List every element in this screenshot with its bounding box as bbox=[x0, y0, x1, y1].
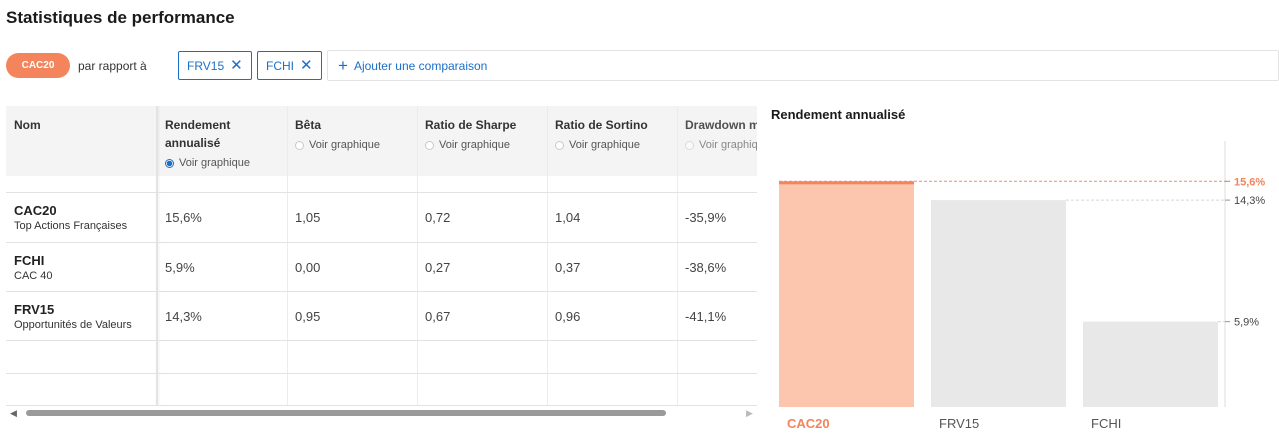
radio-label: Voir graphique bbox=[439, 139, 510, 151]
bar bbox=[779, 181, 914, 407]
table-cell: -41,1% bbox=[685, 309, 727, 324]
chart-title: Rendement annualisé bbox=[771, 107, 906, 122]
compare-chip-frv15: FRV15 ✕ bbox=[178, 51, 252, 80]
fund-name-cell: FRV15 Opportunités de Valeurs bbox=[6, 292, 156, 341]
table-cell: 15,6% bbox=[165, 210, 202, 225]
column-header-beta: Bêta Voir graphique bbox=[287, 106, 417, 176]
table-cell: 0,27 bbox=[425, 260, 451, 275]
fund-description: Top Actions Françaises bbox=[14, 220, 128, 232]
table-cell: 1,04 bbox=[555, 210, 581, 225]
close-icon[interactable]: ✕ bbox=[230, 57, 243, 74]
column-header-label: Nom bbox=[14, 118, 41, 132]
radio-empty-icon bbox=[295, 140, 304, 150]
plus-icon: + bbox=[338, 55, 348, 75]
fund-code: CAC20 bbox=[14, 203, 57, 218]
table-cell: 0,37 bbox=[555, 260, 581, 275]
column-header-name: Nom bbox=[6, 106, 156, 176]
column-header-drawdown: Drawdown max Voir graphique bbox=[677, 106, 757, 176]
column-divider bbox=[287, 106, 288, 406]
add-comparison-label: Ajouter une comparaison bbox=[353, 58, 488, 73]
scrollbar-thumb[interactable] bbox=[26, 410, 666, 416]
bar-top-accent bbox=[779, 181, 914, 185]
horizontal-scrollbar[interactable]: ◀ ▶ bbox=[6, 406, 757, 420]
column-divider bbox=[677, 106, 678, 406]
radio-label: Voir graphique bbox=[179, 157, 250, 169]
frozen-column-divider bbox=[156, 106, 158, 406]
view-chart-radio-sharpe[interactable]: Voir graphique bbox=[425, 136, 539, 154]
table-cell: 0,95 bbox=[295, 309, 321, 324]
value-label: 15,6% bbox=[1234, 176, 1265, 188]
row-divider bbox=[6, 373, 757, 374]
table-row[interactable]: FCHI CAC 40 5,9% 0,00 0,27 0,37 -38,6% bbox=[6, 242, 757, 291]
compare-chip-label: FCHI bbox=[266, 58, 294, 73]
radio-label: Voir graphique bbox=[309, 139, 380, 151]
table-row[interactable]: FRV15 Opportunités de Valeurs 14,3% 0,95… bbox=[6, 291, 757, 340]
column-divider bbox=[417, 106, 418, 406]
fund-name-cell: FCHI CAC 40 bbox=[6, 243, 156, 292]
table-cell: -38,6% bbox=[685, 260, 727, 275]
bar bbox=[931, 200, 1066, 407]
scroll-left-icon[interactable]: ◀ bbox=[10, 408, 17, 418]
table-header: Nom Rendement annualisé Voir graphique B… bbox=[6, 106, 757, 176]
radio-label: Voir graphique bbox=[699, 139, 757, 151]
view-chart-radio-sortino[interactable]: Voir graphique bbox=[555, 136, 669, 154]
compare-chip-label: FRV15 bbox=[187, 58, 225, 73]
view-chart-radio-drawdown[interactable]: Voir graphique bbox=[685, 136, 757, 154]
fund-code: FRV15 bbox=[14, 302, 55, 317]
table-row[interactable]: CAC20 Top Actions Françaises 15,6% 1,05 … bbox=[6, 192, 757, 241]
radio-label: Voir graphique bbox=[569, 139, 640, 151]
versus-label: par rapport à bbox=[78, 59, 147, 73]
column-header-label: Bêta bbox=[295, 118, 322, 132]
column-header-label: Drawdown max bbox=[685, 118, 757, 132]
view-chart-radio-beta[interactable]: Voir graphique bbox=[295, 136, 409, 154]
page-title: Statistiques de performance bbox=[6, 8, 235, 27]
statistics-table: Nom Rendement annualisé Voir graphique B… bbox=[6, 106, 757, 406]
fund-description: CAC 40 bbox=[14, 270, 53, 282]
view-chart-radio-return[interactable]: Voir graphique bbox=[165, 154, 279, 172]
scroll-right-icon[interactable]: ▶ bbox=[746, 408, 753, 418]
table-cell: 0,72 bbox=[425, 210, 451, 225]
radio-empty-icon bbox=[555, 140, 564, 150]
value-label: 5,9% bbox=[1234, 317, 1259, 329]
column-header-sharpe: Ratio de Sharpe Voir graphique bbox=[417, 106, 547, 176]
category-label: FCHI bbox=[1091, 416, 1121, 431]
main-fund-chip[interactable]: CAC20 bbox=[6, 53, 70, 78]
fund-name-cell: CAC20 Top Actions Françaises bbox=[6, 193, 156, 242]
table-cell: 0,00 bbox=[295, 260, 321, 275]
radio-selected-icon bbox=[165, 158, 174, 168]
radio-empty-icon bbox=[425, 140, 434, 150]
table-cell: 14,3% bbox=[165, 309, 202, 324]
column-divider bbox=[547, 106, 548, 406]
fund-description: Opportunités de Valeurs bbox=[14, 319, 132, 331]
fund-code: FCHI bbox=[14, 253, 45, 268]
column-header-label: Rendement annualisé bbox=[165, 118, 231, 150]
table-cell: 0,96 bbox=[555, 309, 581, 324]
column-header-label: Ratio de Sortino bbox=[555, 118, 648, 132]
radio-empty-icon bbox=[685, 140, 694, 150]
row-divider bbox=[6, 405, 757, 406]
table-cell: 0,67 bbox=[425, 309, 451, 324]
category-label: FRV15 bbox=[939, 416, 979, 431]
row-divider bbox=[6, 340, 757, 341]
bar bbox=[1083, 321, 1218, 407]
column-header-sortino: Ratio de Sortino Voir graphique bbox=[547, 106, 677, 176]
close-icon[interactable]: ✕ bbox=[300, 57, 313, 74]
add-comparison-button[interactable]: + Ajouter une comparaison bbox=[327, 50, 1279, 81]
bar-chart: 15,6% CAC20 14,3% FRV15 5,9% FCHI bbox=[779, 141, 1265, 431]
table-cell: 1,05 bbox=[295, 210, 321, 225]
table-cell: 5,9% bbox=[165, 260, 195, 275]
value-label: 14,3% bbox=[1234, 195, 1265, 207]
column-header-annualized-return: Rendement annualisé Voir graphique bbox=[157, 106, 287, 176]
column-header-label: Ratio de Sharpe bbox=[425, 118, 517, 132]
compare-chip-fchi: FCHI ✕ bbox=[257, 51, 322, 80]
table-cell: -35,9% bbox=[685, 210, 727, 225]
category-label: CAC20 bbox=[787, 416, 830, 431]
